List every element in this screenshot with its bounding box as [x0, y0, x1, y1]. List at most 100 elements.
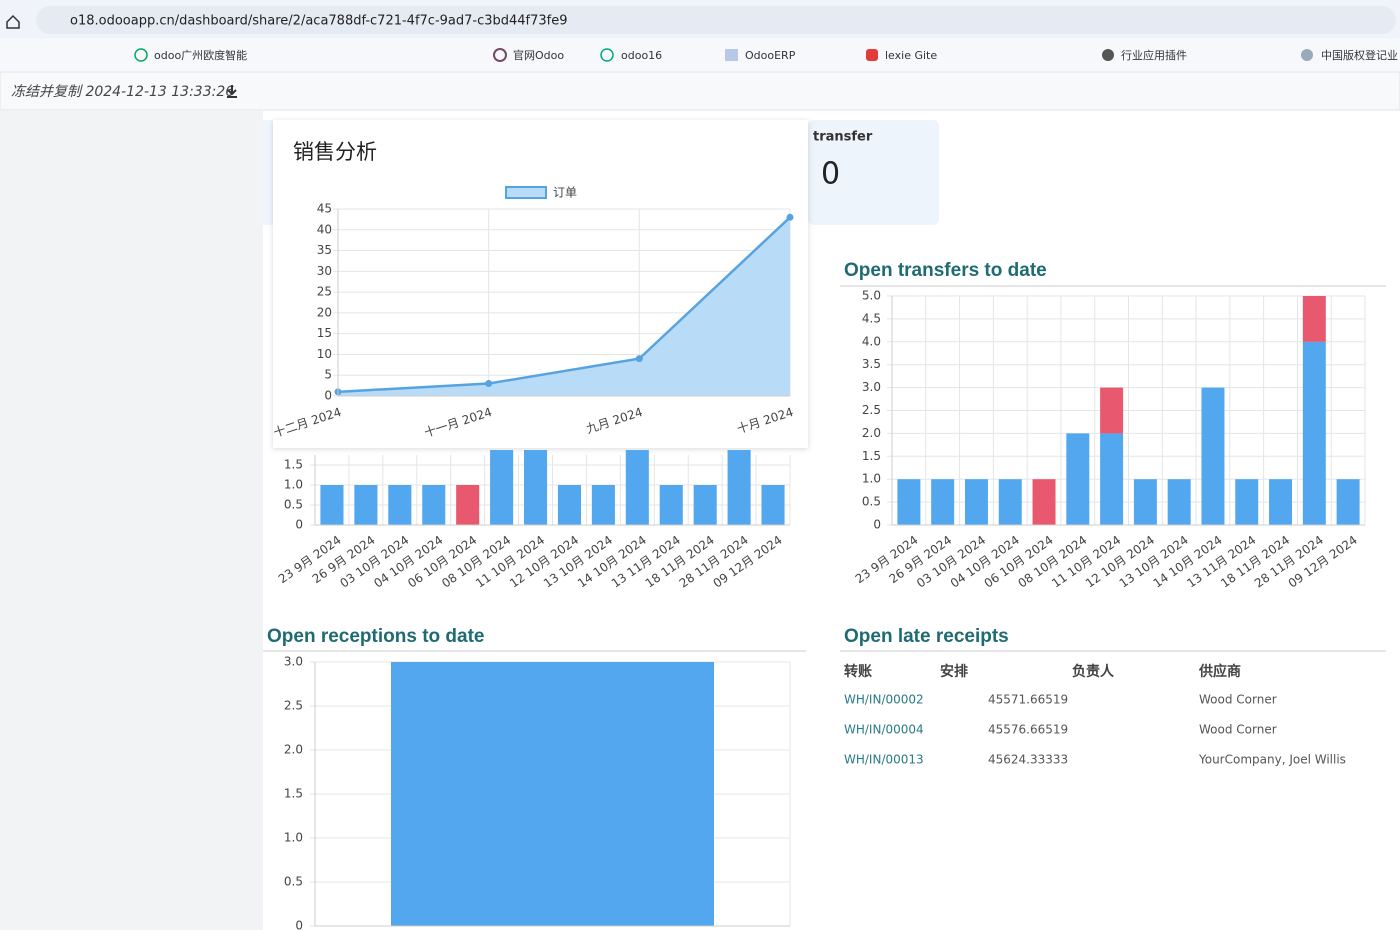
download-icon[interactable] [227, 85, 237, 98]
bar [897, 479, 921, 525]
bookmark-icon [134, 48, 148, 62]
y-tick-label: 1.0 [862, 472, 881, 486]
bookmark[interactable]: lexie Gite [885, 49, 937, 62]
y-tick-label: 0.5 [862, 495, 881, 509]
bar [1066, 433, 1090, 525]
y-tick-label: 0 [295, 518, 303, 532]
bookmark[interactable]: odoo16 [621, 49, 662, 62]
bar [1235, 479, 1259, 525]
point [485, 380, 493, 388]
bookmark[interactable]: 中国版权登记业 [1321, 48, 1398, 62]
url[interactable]: o18.odooapp.cn/dashboard/share/2/aca788d… [70, 14, 568, 29]
cell: YourCompany, Joel Willis [1198, 753, 1346, 767]
y-tick-label: 3.5 [862, 357, 881, 371]
y-tick-label: 45 [317, 202, 332, 216]
bar [388, 485, 412, 525]
bar [422, 485, 446, 525]
bar [659, 485, 683, 525]
bar [693, 485, 717, 525]
column-header: 转账 [844, 663, 872, 680]
bar [591, 485, 615, 525]
bookmark[interactable]: 官网Odoo [513, 48, 564, 62]
bar [931, 479, 955, 525]
bookmark-icon [493, 48, 507, 62]
y-tick-label: 1.5 [284, 458, 303, 472]
bar [524, 450, 548, 525]
y-tick-label: 40 [317, 222, 332, 236]
bookmark-icon [1102, 49, 1114, 61]
y-tick-label: 15 [317, 326, 332, 340]
bar [964, 479, 988, 525]
card-value: 0 [821, 157, 840, 192]
bar [1302, 341, 1326, 525]
y-tick-label: 20 [317, 305, 332, 319]
address-field[interactable] [36, 6, 1396, 34]
y-tick-label: 1.5 [862, 449, 881, 463]
y-tick-label: 3.0 [862, 380, 881, 394]
bar [1302, 296, 1326, 342]
y-tick-label: 1.0 [284, 478, 303, 492]
bar [320, 485, 344, 525]
y-tick-label: 4.5 [862, 311, 881, 325]
bar [557, 485, 581, 525]
line [337, 216, 791, 394]
y-tick-label: 2.0 [862, 426, 881, 440]
bar [1269, 479, 1293, 525]
column-header: 安排 [940, 663, 968, 680]
bar [1167, 479, 1191, 525]
bar [1032, 479, 1056, 525]
bar [625, 450, 649, 525]
bookmark[interactable]: odoo广州欧度智能 [154, 48, 247, 62]
y-tick-label: 25 [317, 285, 332, 299]
cell-link[interactable]: WH/IN/00013 [844, 753, 924, 767]
bookmark[interactable]: OdooERP [745, 49, 796, 62]
bar [391, 662, 714, 926]
share-toolbar [0, 71, 1400, 111]
y-tick-label: 35 [317, 243, 332, 257]
bookmark-icon [1301, 49, 1313, 61]
y-tick-label: 30 [317, 264, 332, 278]
y-tick-label: 0 [324, 389, 332, 403]
bar [727, 450, 751, 525]
y-tick-label: 2.5 [284, 699, 303, 713]
y-tick-label: 0 [873, 518, 881, 532]
late-receipts-table: 转账 安排 负责人 供应商 WH/IN/00002 45571.66519 Wo… [844, 663, 1346, 767]
bar [1100, 433, 1124, 525]
bar [761, 485, 785, 525]
point [635, 355, 643, 363]
cell: 45624.33333 [988, 753, 1068, 767]
y-tick-label: 1.0 [284, 831, 303, 845]
y-tick-label: 10 [317, 347, 332, 361]
cell: 45576.66519 [988, 723, 1068, 737]
bar [354, 485, 378, 525]
home-icon[interactable] [6, 14, 20, 29]
column-header: 供应商 [1198, 663, 1241, 680]
y-tick-label: 0.5 [284, 498, 303, 512]
bar [1100, 387, 1124, 434]
y-tick-label: 2.5 [862, 403, 881, 417]
column-header: 负责人 [1072, 663, 1115, 680]
section-title: Open late receipts [844, 626, 1009, 647]
y-tick-label: 4.0 [862, 334, 881, 348]
transfer-card [808, 120, 939, 225]
side-panel [0, 111, 263, 930]
cell: 45571.66519 [988, 693, 1068, 707]
bookmark[interactable]: 行业应用插件 [1121, 48, 1187, 62]
bar [1336, 479, 1360, 525]
section-title: Open transfers to date [844, 260, 1047, 281]
bookmark-icon [600, 48, 614, 62]
bookmarks: odoo广州欧度智能 官网Odoo odoo16 OdooERP lexie G… [134, 48, 1398, 62]
bookmark-icon [866, 49, 878, 61]
area [338, 217, 790, 396]
bar [998, 479, 1022, 525]
cell-link[interactable]: WH/IN/00002 [844, 693, 924, 707]
bar [456, 485, 480, 525]
bar [490, 450, 514, 525]
bookmark-icon [725, 49, 738, 61]
cell: Wood Corner [1199, 723, 1277, 737]
y-tick-label: 0.5 [284, 875, 303, 889]
y-tick-label: 2.0 [284, 743, 303, 757]
y-tick-label: 5 [324, 368, 332, 382]
cell-link[interactable]: WH/IN/00004 [844, 723, 924, 737]
